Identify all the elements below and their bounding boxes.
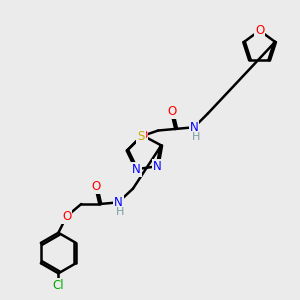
Text: N: N [153, 160, 162, 173]
Text: O: O [92, 181, 101, 194]
Text: O: O [255, 24, 264, 37]
Text: N: N [114, 196, 123, 209]
Text: O: O [168, 105, 177, 119]
Text: N: N [132, 163, 141, 176]
Text: O: O [62, 210, 71, 223]
Text: S: S [137, 130, 145, 143]
Text: Cl: Cl [52, 279, 64, 292]
Text: H: H [116, 207, 124, 217]
Text: H: H [192, 132, 200, 142]
Text: O: O [138, 129, 147, 142]
Text: N: N [190, 121, 199, 134]
